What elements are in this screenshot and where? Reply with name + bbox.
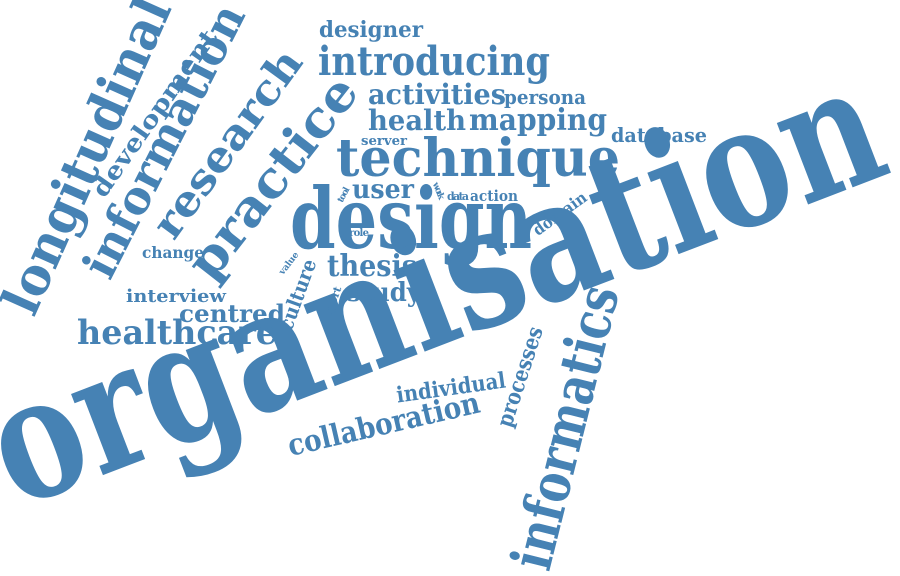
word-interview: interview: [126, 286, 227, 307]
word-thesis: thesis: [327, 249, 417, 284]
word-server: server: [361, 134, 407, 149]
word-persona: persona: [504, 85, 586, 109]
word-data: data: [447, 190, 469, 203]
word-introducing: introducing: [318, 38, 550, 85]
word-role: role: [349, 228, 369, 239]
word-healthcare: healthcare: [77, 313, 277, 353]
word-design: design: [290, 169, 532, 268]
word-user: user: [352, 175, 414, 205]
word-mapping: mapping: [469, 103, 607, 138]
word-database: database: [611, 123, 707, 147]
word-technique: technique: [336, 128, 620, 189]
word-activities: activities: [368, 78, 506, 111]
word-change: change: [142, 243, 204, 262]
word-health: health: [368, 104, 466, 137]
word-study: study: [347, 278, 422, 308]
word-designer: designer: [319, 17, 423, 43]
word-action: action: [470, 187, 518, 205]
word-centred: centred: [179, 299, 285, 328]
